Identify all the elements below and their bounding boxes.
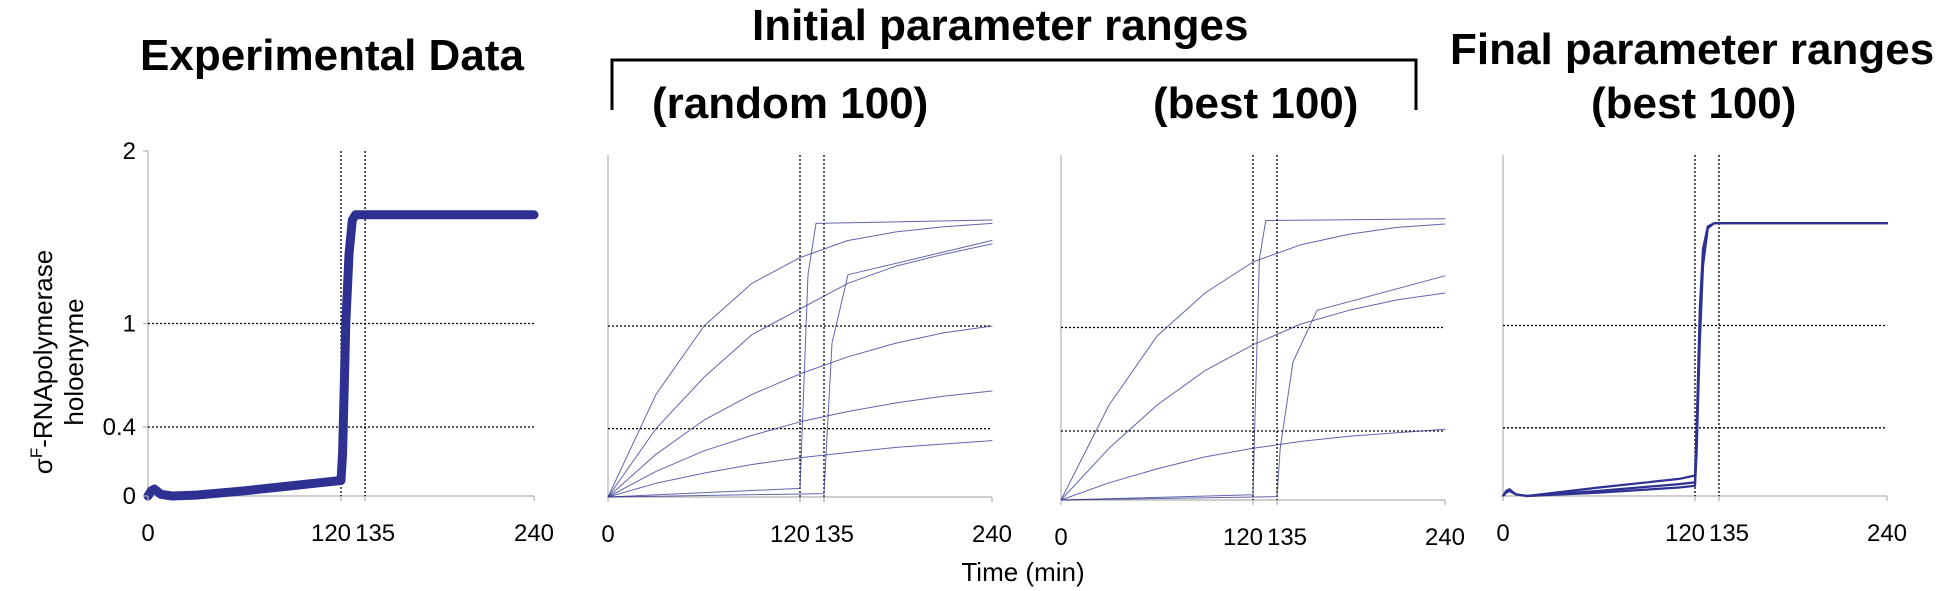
x-tick-label: 240 xyxy=(972,521,1012,548)
y-axis-label-line2: holoenyme xyxy=(59,298,89,425)
title-random-100: (random 100) xyxy=(652,79,929,128)
series-line-sim-2 xyxy=(607,243,993,498)
x-tick-label: 120 xyxy=(311,520,351,547)
x-tick-label: 135 xyxy=(1267,524,1307,551)
y-tick-label: 0.4 xyxy=(103,414,136,441)
x-tick-label: 0 xyxy=(141,520,154,547)
title-initial-parameter-ranges: Initial parameter ranges xyxy=(752,1,1249,50)
series-line-sim-7 xyxy=(607,240,993,498)
series-line-sim-1 xyxy=(1060,223,1446,501)
title-best-100: (best 100) xyxy=(1153,79,1359,128)
x-tick-label: 120 xyxy=(1665,520,1705,547)
x-tick-label: 135 xyxy=(355,520,395,547)
y-axis-label: σF-RNApolymerase xyxy=(27,250,58,474)
series-line-sim-3 xyxy=(1060,218,1446,501)
x-tick-label: 0 xyxy=(601,521,614,548)
y-tick-label: 2 xyxy=(123,138,136,165)
series-line-experimental xyxy=(143,210,539,501)
group-bracket xyxy=(610,58,1418,110)
x-tick-label: 120 xyxy=(1223,524,1263,551)
x-tick-label: 135 xyxy=(814,521,854,548)
series-line-sim-5 xyxy=(1060,428,1446,501)
series-line-sim-1 xyxy=(607,222,993,498)
series-line-sim-2 xyxy=(1060,292,1446,501)
series-line-sim-6 xyxy=(607,219,993,498)
panel-1: 0 120 135 240 0 0.4 1 2 xyxy=(103,138,554,547)
x-tick-label: 135 xyxy=(1709,520,1749,547)
series-line-fit-3 xyxy=(1501,222,1889,498)
panel-4: 0 120 135 240 xyxy=(1496,155,1907,547)
panel-2: 0 120 135 240 xyxy=(601,155,1012,548)
title-final-parameter-ranges: Final parameter ranges xyxy=(1450,25,1935,74)
y-tick-label: 1 xyxy=(123,311,136,338)
panel-3: 0 120 135 240 xyxy=(1054,155,1465,551)
x-axis-label: Time (min) xyxy=(961,557,1084,587)
x-tick-label: 120 xyxy=(770,521,810,548)
x-tick-label: 240 xyxy=(1425,524,1465,551)
title-experimental-data: Experimental Data xyxy=(140,31,524,80)
y-tick-label: 0 xyxy=(123,483,136,510)
x-tick-label: 0 xyxy=(1496,520,1509,547)
series-line-sim-4 xyxy=(607,390,993,498)
series-line-sim-4 xyxy=(1060,275,1446,501)
series-line-sim-5 xyxy=(607,440,993,498)
x-tick-label: 240 xyxy=(1867,520,1907,547)
x-tick-label: 240 xyxy=(514,520,554,547)
x-tick-label: 0 xyxy=(1054,524,1067,551)
series-line-sim-3 xyxy=(607,325,993,498)
title-final-best-100: (best 100) xyxy=(1591,79,1797,128)
